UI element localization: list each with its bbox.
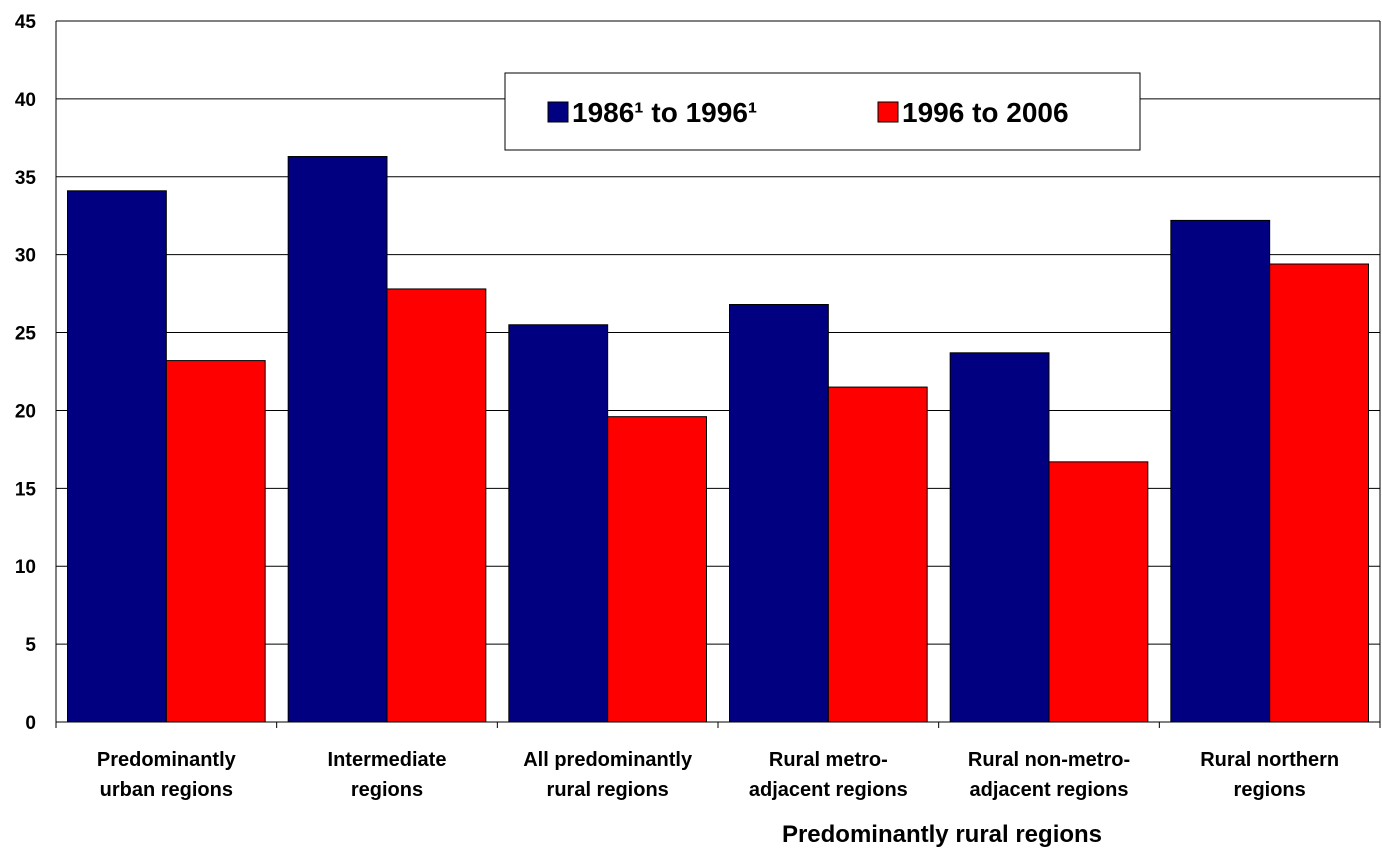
y-tick-label-20: 20 bbox=[15, 401, 36, 422]
bar-series1-cat0 bbox=[165, 360, 266, 723]
category-label-5-line-0: Rural northern bbox=[1200, 749, 1339, 771]
bar-series0-cat5 bbox=[1170, 219, 1271, 723]
bar-series1-cat2 bbox=[607, 416, 708, 723]
bar-series1-cat1 bbox=[386, 288, 487, 723]
bars bbox=[67, 156, 1369, 723]
y-tick-label-30: 30 bbox=[15, 246, 36, 267]
category-label-0-line-0: Predominantly bbox=[97, 749, 237, 771]
bar-series1-cat3 bbox=[827, 386, 928, 723]
y-tick-label-25: 25 bbox=[15, 324, 37, 345]
category-label-0: Predominantly urban regions bbox=[97, 749, 237, 801]
category-label-3-line-0: Rural metro- bbox=[769, 749, 888, 771]
legend: 1986¹ to 1996¹ 1996 to 2006 bbox=[504, 72, 1141, 151]
category-label-5-line-1: regions bbox=[1234, 779, 1306, 801]
category-label-4-line-1: adjacent regions bbox=[970, 779, 1129, 801]
category-label-4-line-0: Rural non-metro- bbox=[968, 749, 1130, 771]
category-label-1: Intermediate regions bbox=[328, 749, 447, 801]
category-label-5: Rural northern regions bbox=[1200, 749, 1339, 801]
category-label-3: Rural metro-adjacent regions bbox=[749, 749, 908, 801]
y-tick-label-45: 45 bbox=[15, 12, 37, 33]
category-label-3-line-1: adjacent regions bbox=[749, 779, 908, 801]
category-label-4: Rural non-metro-adjacent regions bbox=[968, 749, 1130, 801]
bar-series0-cat0 bbox=[67, 190, 167, 723]
bar-series0-cat2 bbox=[508, 324, 609, 723]
bar-series0-cat1 bbox=[287, 156, 388, 723]
category-label-2-line-1: rural regions bbox=[547, 779, 669, 801]
legend-entry-1996-2006: 1996 to 2006 bbox=[902, 97, 1069, 128]
legend-swatch-1996-2006 bbox=[877, 101, 899, 123]
legend-box bbox=[504, 72, 1141, 151]
y-tick-label-5: 5 bbox=[25, 635, 36, 656]
category-label-1-line-0: Intermediate bbox=[328, 749, 447, 771]
category-label-1-line-1: regions bbox=[351, 779, 423, 801]
legend-swatch-1986-1996 bbox=[547, 101, 569, 123]
y-tick-label-35: 35 bbox=[15, 168, 37, 189]
bar-series1-cat5 bbox=[1269, 263, 1369, 723]
bar-series0-cat4 bbox=[949, 352, 1050, 723]
category-labels: Predominantly urban regions Intermediate re… bbox=[97, 749, 1339, 801]
category-label-2: All predominantly rural regions bbox=[523, 749, 693, 801]
bar-series0-cat3 bbox=[729, 304, 829, 723]
bar-series1-cat4 bbox=[1048, 461, 1149, 723]
legend-entry-1986-1996: 1986¹ to 1996¹ bbox=[572, 97, 757, 128]
y-tick-label-0: 0 bbox=[25, 713, 36, 734]
y-tick-label-15: 15 bbox=[15, 479, 37, 500]
axes bbox=[55, 20, 1381, 728]
group-label-predominantly-rural: Predominantly rural regions bbox=[782, 821, 1102, 848]
category-label-0-line-1: urban regions bbox=[100, 779, 233, 801]
y-tick-label-10: 10 bbox=[15, 557, 36, 578]
category-label-2-line-0: All predominantly bbox=[523, 749, 693, 771]
y-tick-label-40: 40 bbox=[15, 90, 36, 111]
y-tick-labels: 0 5 10 15 20 25 30 35 40 45 bbox=[15, 12, 37, 734]
